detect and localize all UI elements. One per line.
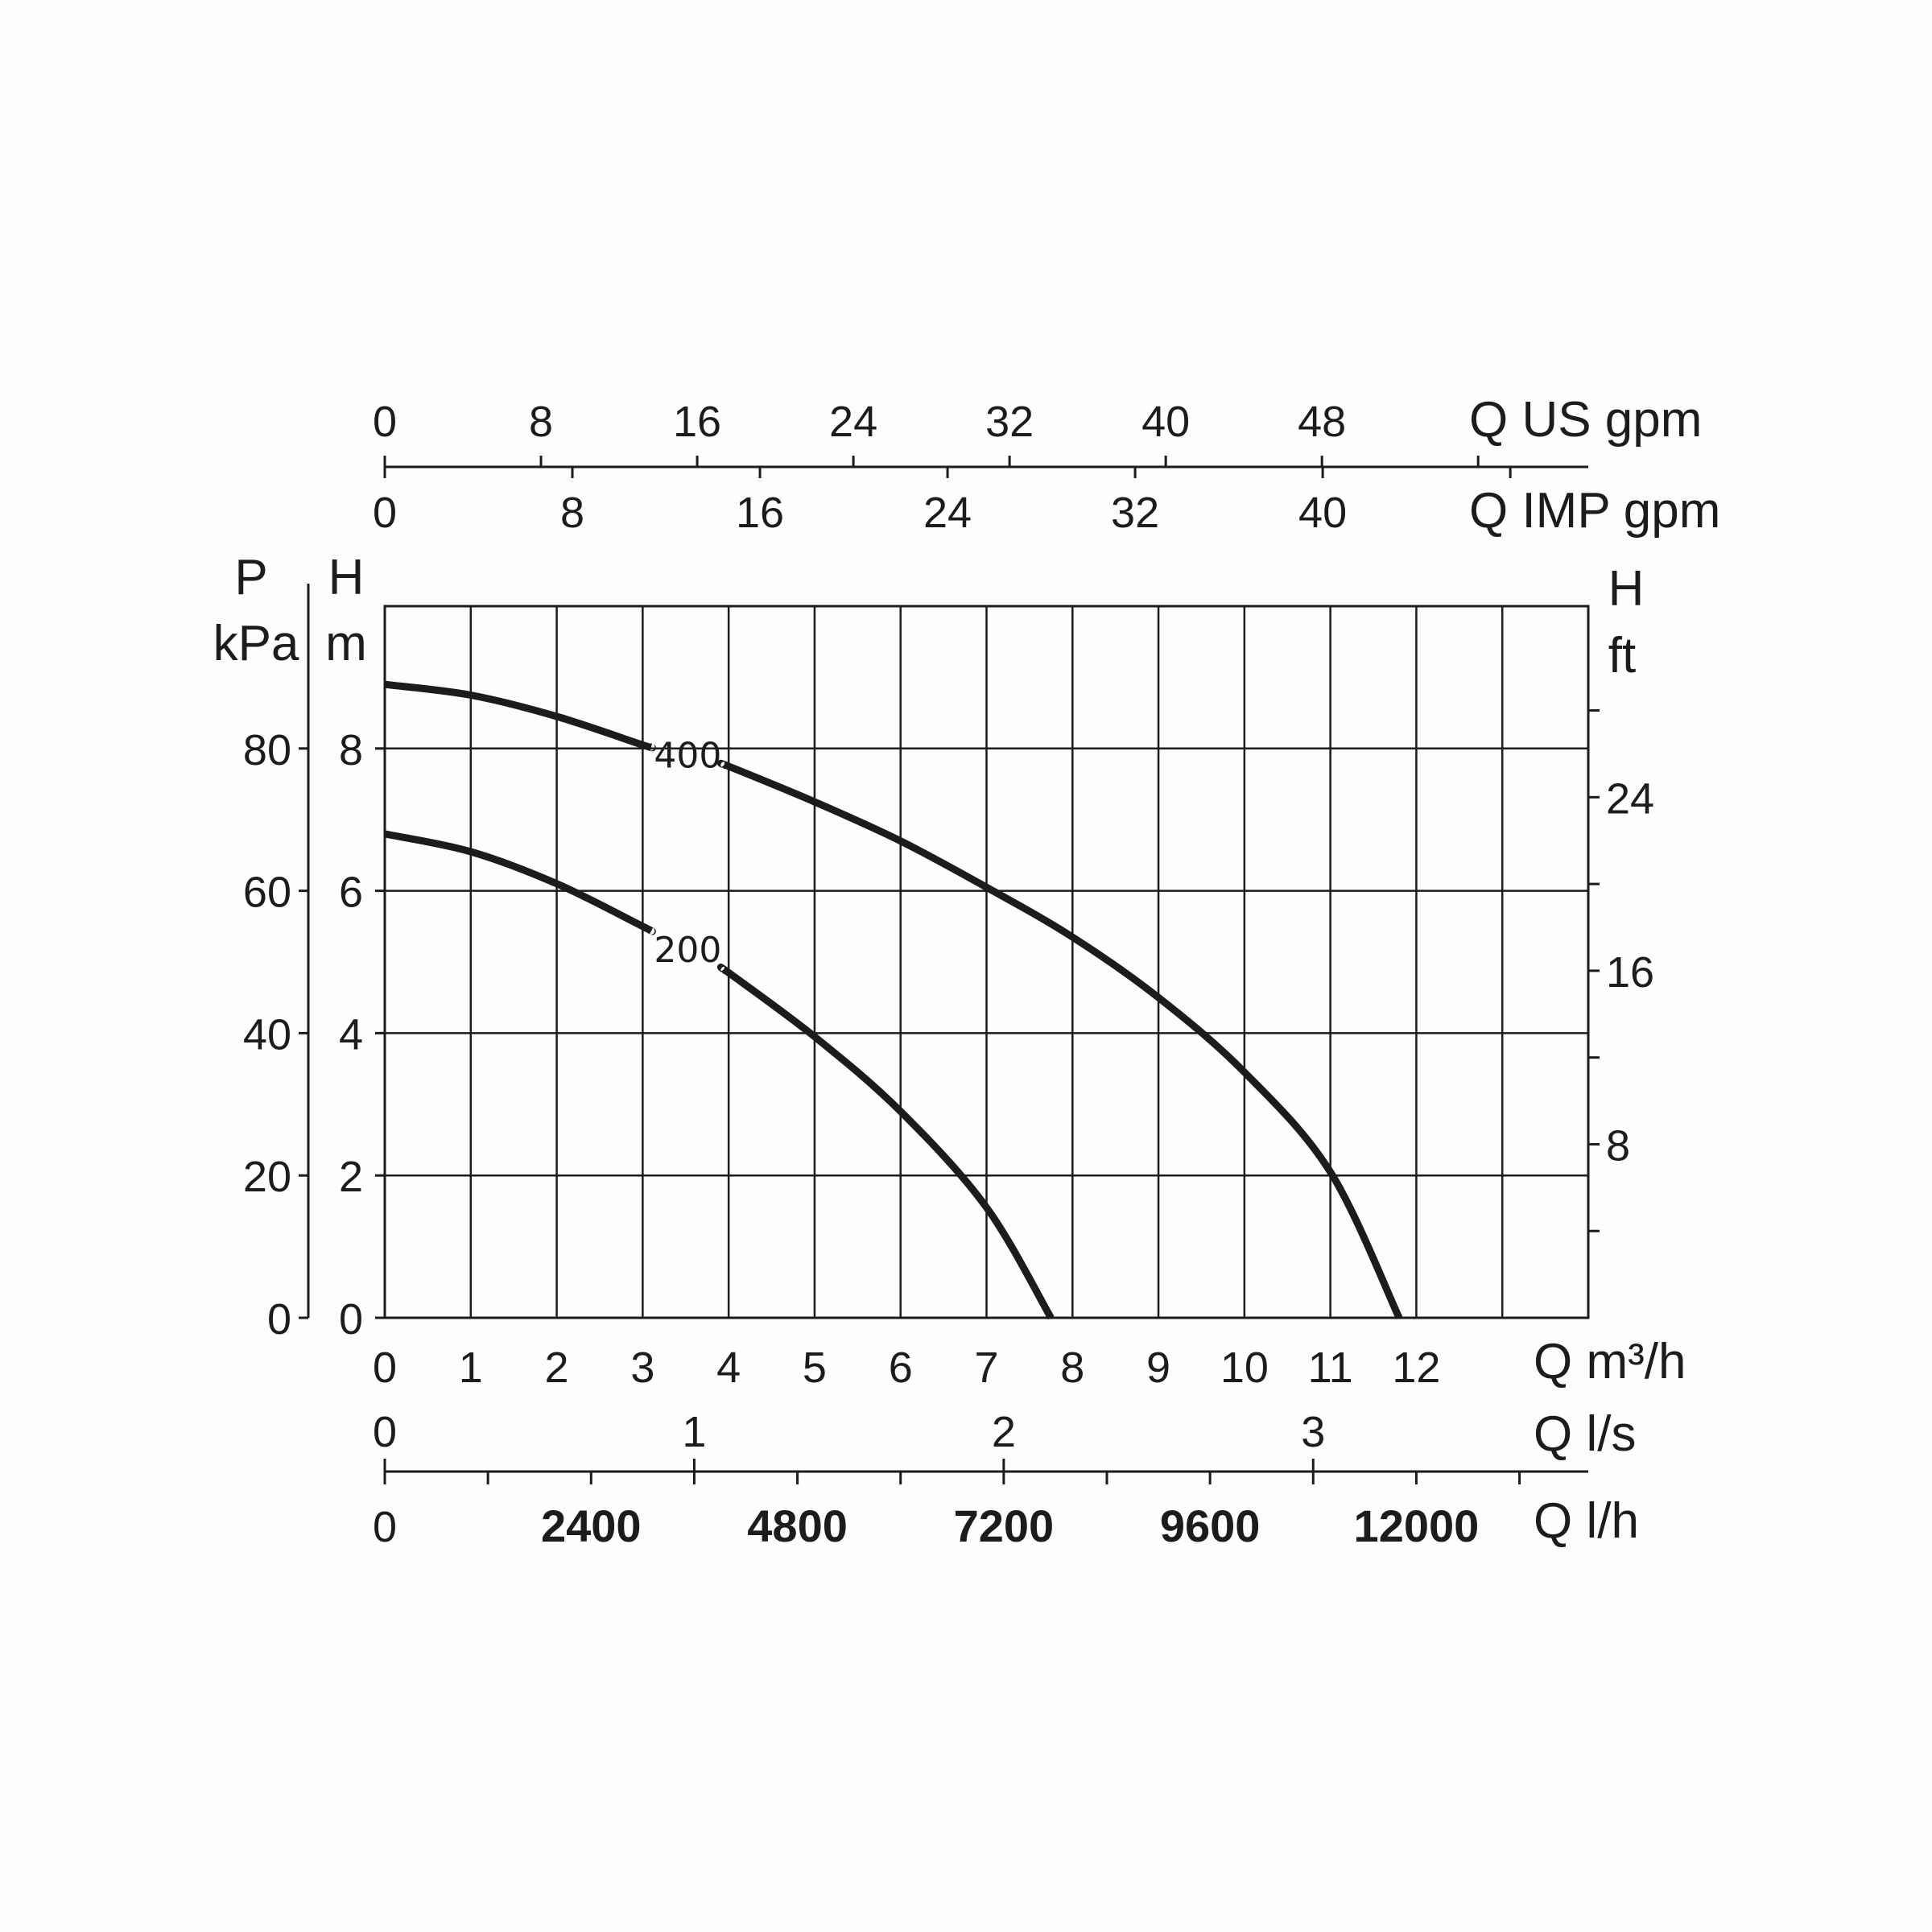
- imp-gpm-tick-label: 0: [373, 489, 397, 537]
- p-axis-tick-label: 20: [243, 1153, 291, 1201]
- curve-200-segment-a: [384, 830, 656, 935]
- imp-gpm-tick-label: 24: [923, 489, 972, 537]
- imp-gpm-tick-label: 40: [1298, 489, 1347, 537]
- x-tick-label: 1: [459, 1344, 483, 1392]
- l-h-tick-label: 0: [373, 1503, 397, 1551]
- x-tick-label: 5: [803, 1344, 827, 1392]
- l-h-tick-label: 7200: [954, 1501, 1055, 1551]
- us-gpm-tick-label: 32: [985, 398, 1034, 446]
- h-axis-tick-label: 8: [339, 726, 363, 774]
- h-axis-tick-label: 0: [339, 1295, 363, 1344]
- l-s-tick-label: 0: [373, 1408, 397, 1456]
- h-axis-tick-label: 6: [339, 869, 363, 917]
- p-axis-tick-label: 60: [243, 869, 291, 917]
- x-tick-label: 2: [545, 1344, 569, 1392]
- l-s-tick-label: 3: [1301, 1408, 1325, 1456]
- ft-axis-tick-label: 24: [1606, 774, 1654, 823]
- l-h-title: Q l/h: [1534, 1493, 1639, 1549]
- l-h-tick-label: 9600: [1160, 1501, 1261, 1551]
- us-gpm-tick-label: 16: [673, 398, 721, 446]
- h-axis-title: H: [328, 550, 365, 605]
- x-tick-label: 3: [630, 1344, 654, 1392]
- ft-axis-tick-label: 8: [1606, 1121, 1630, 1170]
- l-s-tick-label: 1: [682, 1408, 706, 1456]
- p-axis-tick-label: 40: [243, 1010, 291, 1059]
- ft-axis-title: H: [1608, 561, 1645, 617]
- p-axis-title: P: [234, 550, 267, 605]
- imp-gpm-tick-label: 16: [736, 489, 784, 537]
- x-tick-label: 11: [1308, 1344, 1353, 1392]
- l-h-tick-label: 2400: [541, 1501, 642, 1551]
- x-tick-label: 8: [1060, 1344, 1084, 1392]
- p-axis-tick-label: 0: [267, 1295, 291, 1344]
- plot-grid: [383, 605, 1590, 1319]
- ft-axis-tick-label: 16: [1606, 948, 1654, 997]
- curve-label: 200: [654, 930, 721, 971]
- h-axis-tick-label: 2: [339, 1153, 363, 1201]
- x-tick-label: 6: [889, 1344, 913, 1392]
- us-gpm-tick-label: 48: [1298, 398, 1346, 446]
- x-tick-label: 9: [1146, 1344, 1170, 1392]
- curve-label: 400: [654, 735, 721, 776]
- x-tick-label: 10: [1220, 1344, 1269, 1392]
- us-gpm-tick-label: 40: [1141, 398, 1190, 446]
- ft-axis-unit: ft: [1608, 628, 1636, 683]
- curves: 400 200: [384, 680, 1403, 1320]
- p-axis-tick-label: 80: [243, 726, 291, 774]
- imp-gpm-tick-label: 32: [1111, 489, 1159, 537]
- curve-400-segment-b: [716, 759, 1403, 1319]
- x-tick-label: 0: [373, 1344, 397, 1392]
- x-tick-label: 7: [974, 1344, 998, 1392]
- imp-gpm-tick-label: 8: [560, 489, 584, 537]
- imp-gpm-title: Q IMP gpm: [1469, 483, 1720, 539]
- h-axis-tick-label: 4: [339, 1010, 363, 1059]
- x-tick-label: 4: [716, 1344, 741, 1392]
- h-axis-unit: m: [325, 616, 367, 671]
- axes: [299, 456, 1600, 1484]
- curve-400-segment-a: [384, 680, 656, 752]
- us-gpm-tick-label: 24: [829, 398, 877, 446]
- l-h-tick-label: 4800: [747, 1501, 848, 1551]
- us-gpm-tick-label: 8: [529, 398, 553, 446]
- x-tick-label: 12: [1392, 1344, 1440, 1392]
- p-axis-unit: kPa: [213, 616, 299, 671]
- x-axis-title: Q m³/h: [1534, 1334, 1686, 1389]
- labels: 0 1 2 3 4 5 6 7 8 9 10 11 12 Q m³/h02468Hm020406080Pk…: [213, 392, 1721, 1551]
- us-gpm-title: Q US gpm: [1469, 392, 1702, 448]
- curve-200-segment-b: [716, 963, 1055, 1320]
- l-h-tick-label: 12000: [1354, 1501, 1480, 1551]
- l-s-tick-label: 2: [992, 1408, 1016, 1456]
- us-gpm-tick-label: 0: [373, 398, 397, 446]
- l-s-title: Q l/s: [1534, 1406, 1636, 1462]
